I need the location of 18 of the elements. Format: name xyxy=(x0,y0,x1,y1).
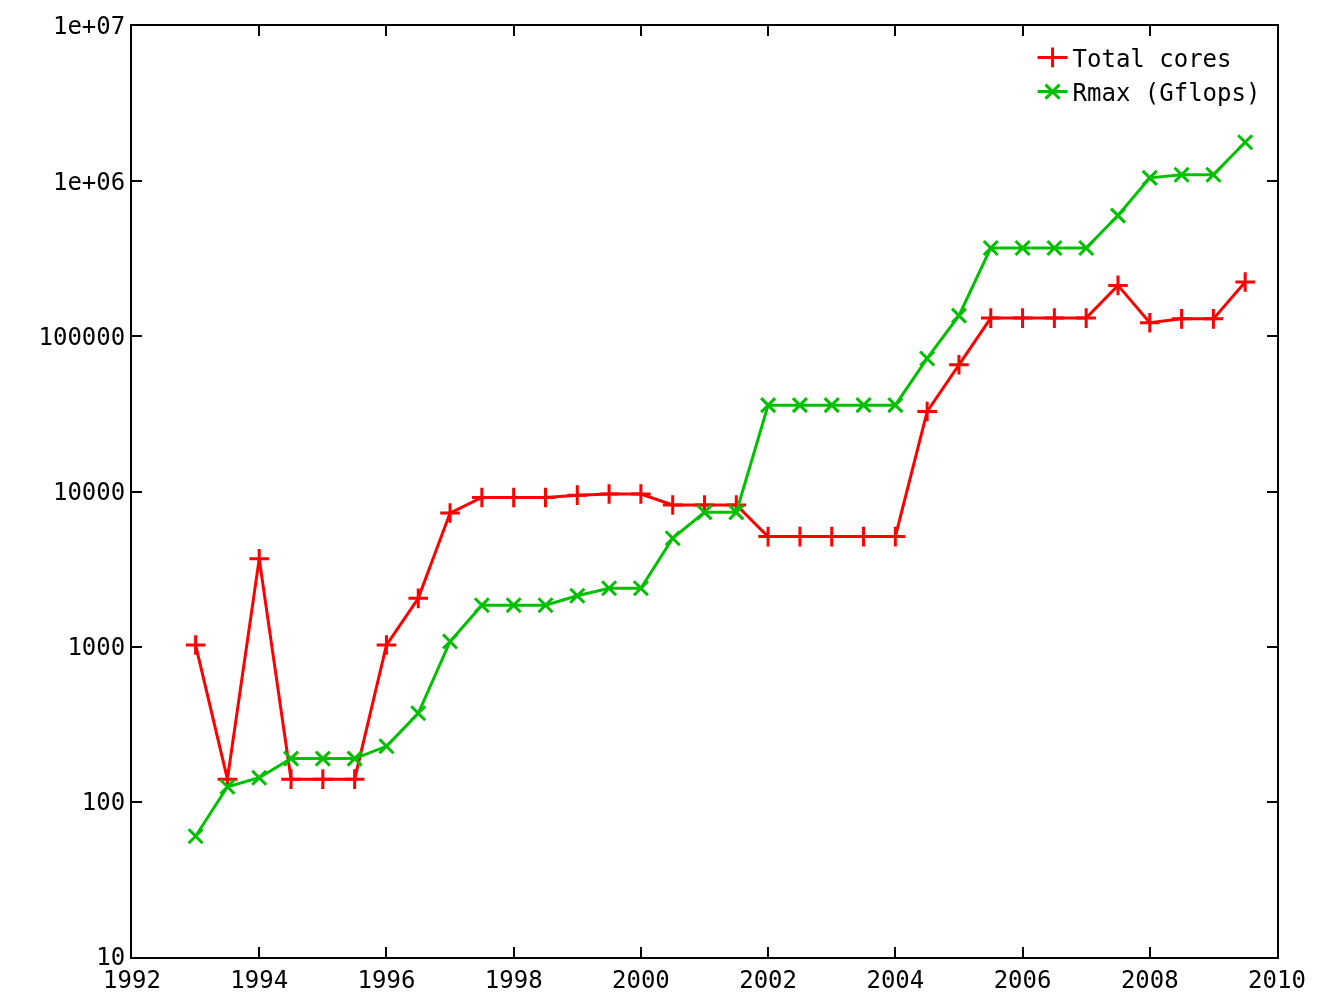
x-tick-label: 2002 xyxy=(739,965,798,994)
x-tick-label: 2004 xyxy=(866,965,925,994)
y-tick-label: 1e+06 xyxy=(52,167,126,196)
legend-label: Total cores xyxy=(1072,44,1232,73)
legend-label: Rmax (Gflops) xyxy=(1072,78,1261,107)
x-tick-label: 1998 xyxy=(484,965,543,994)
y-tick-label: 10000 xyxy=(52,477,126,506)
x-tick-label: 1994 xyxy=(230,965,289,994)
x-tick-label: 2006 xyxy=(993,965,1052,994)
x-tick-label: 2010 xyxy=(1248,965,1306,994)
y-tick-label: 1e+07 xyxy=(52,12,126,41)
y-tick-label: 100 xyxy=(81,788,126,817)
x-tick-label: 1992 xyxy=(103,965,161,994)
x-tick-label: 2000 xyxy=(611,965,670,994)
y-tick-label: 1000 xyxy=(67,633,126,662)
y-tick-label: 100000 xyxy=(38,322,126,351)
x-tick-label: 2008 xyxy=(1120,965,1179,994)
x-tick-label: 1996 xyxy=(357,965,416,994)
